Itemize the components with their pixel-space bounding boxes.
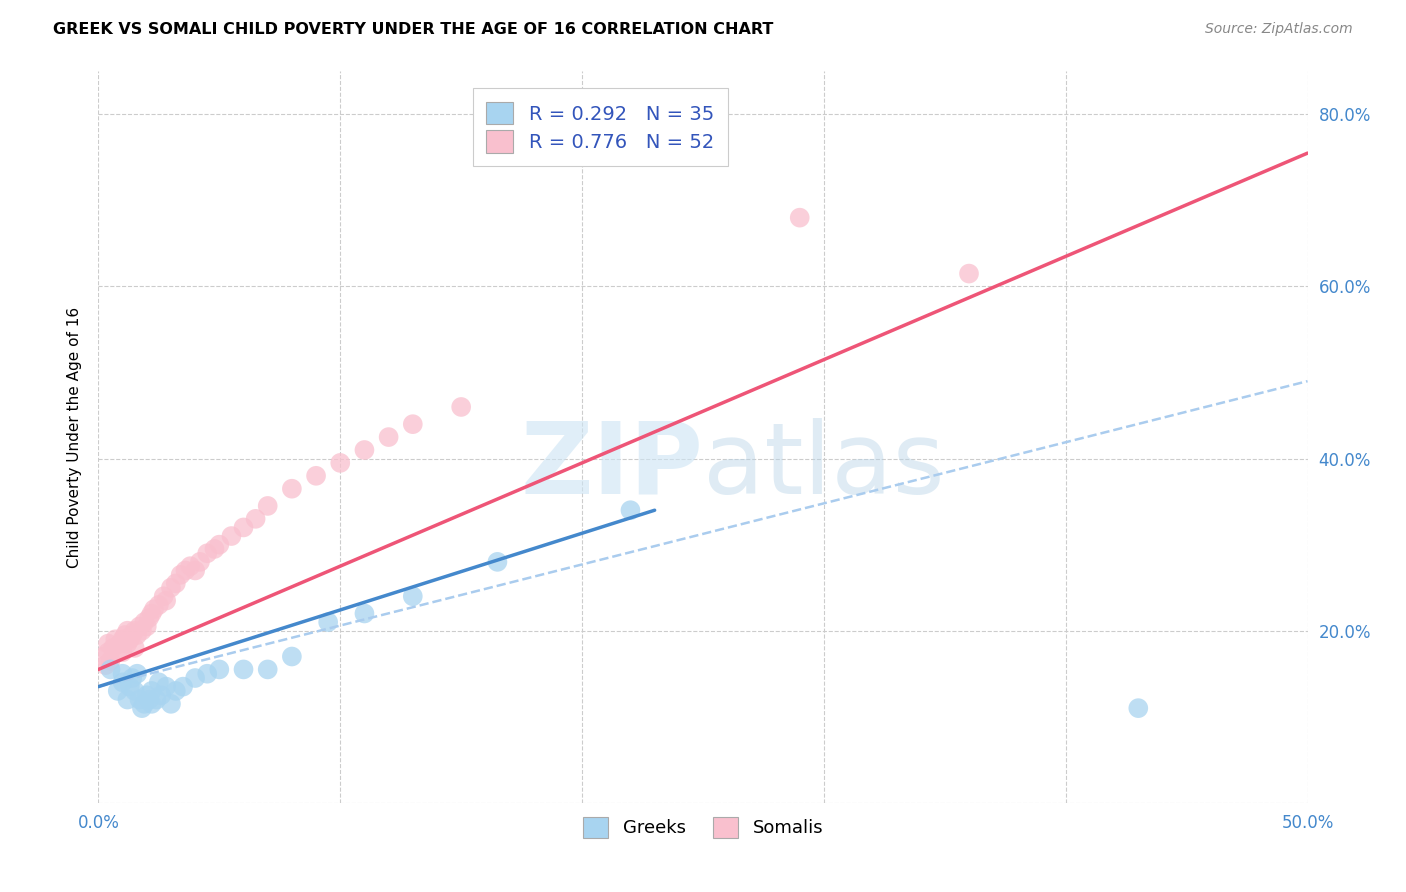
Point xyxy=(97,637,120,651)
Point xyxy=(208,538,231,552)
Point xyxy=(256,662,278,676)
Point xyxy=(131,701,153,715)
Point xyxy=(232,662,254,676)
Point xyxy=(107,684,129,698)
Point xyxy=(117,692,139,706)
Point xyxy=(152,589,174,603)
Point xyxy=(134,697,156,711)
Point xyxy=(135,688,157,702)
Point xyxy=(316,615,339,629)
Point xyxy=(127,628,149,642)
Point xyxy=(111,645,134,659)
Point xyxy=(165,576,187,591)
Point xyxy=(143,602,166,616)
Point xyxy=(127,666,149,681)
Point xyxy=(184,564,207,578)
Point xyxy=(128,619,150,633)
Point xyxy=(148,598,170,612)
Point xyxy=(121,671,143,685)
Point xyxy=(100,654,122,668)
Point xyxy=(195,666,218,681)
Point xyxy=(111,632,134,647)
Point xyxy=(145,692,167,706)
Point xyxy=(160,697,183,711)
Point xyxy=(204,541,226,556)
Point xyxy=(111,675,134,690)
Point xyxy=(124,640,146,655)
Point xyxy=(165,684,187,698)
Point xyxy=(619,503,641,517)
Text: atlas: atlas xyxy=(703,417,945,515)
Point xyxy=(174,564,197,578)
Point xyxy=(150,688,173,702)
Point xyxy=(184,671,207,685)
Point xyxy=(155,680,177,694)
Point xyxy=(141,684,163,698)
Legend: Greeks, Somalis: Greeks, Somalis xyxy=(572,806,834,848)
Point xyxy=(114,628,136,642)
Point xyxy=(172,680,194,694)
Point xyxy=(121,628,143,642)
Point xyxy=(141,697,163,711)
Point xyxy=(138,611,160,625)
Point xyxy=(104,632,127,647)
Point xyxy=(124,684,146,698)
Point xyxy=(353,442,375,457)
Point xyxy=(281,482,304,496)
Text: ZIP: ZIP xyxy=(520,417,703,515)
Point xyxy=(118,632,141,647)
Point xyxy=(188,555,211,569)
Point xyxy=(91,649,114,664)
Point xyxy=(169,567,191,582)
Point xyxy=(128,692,150,706)
Point xyxy=(957,267,980,281)
Point xyxy=(111,666,134,681)
Point xyxy=(402,417,425,432)
Point xyxy=(135,619,157,633)
Point xyxy=(179,559,201,574)
Point xyxy=(402,589,425,603)
Y-axis label: Child Poverty Under the Age of 16: Child Poverty Under the Age of 16 xyxy=(66,307,82,567)
Point xyxy=(232,520,254,534)
Point xyxy=(108,637,131,651)
Point xyxy=(107,645,129,659)
Point xyxy=(94,658,117,673)
Point xyxy=(138,692,160,706)
Point xyxy=(131,624,153,638)
Point xyxy=(245,512,267,526)
Point xyxy=(1128,701,1150,715)
Point xyxy=(486,555,509,569)
Point xyxy=(134,615,156,629)
Point xyxy=(100,662,122,676)
Point xyxy=(281,649,304,664)
Point xyxy=(305,468,328,483)
Point xyxy=(353,607,375,621)
Point xyxy=(148,675,170,690)
Point xyxy=(160,581,183,595)
Point xyxy=(117,624,139,638)
Point xyxy=(256,499,278,513)
Point xyxy=(155,593,177,607)
Point xyxy=(377,430,399,444)
Point xyxy=(117,637,139,651)
Point xyxy=(101,640,124,655)
Point xyxy=(208,662,231,676)
Point xyxy=(118,680,141,694)
Point xyxy=(124,624,146,638)
Point xyxy=(450,400,472,414)
Point xyxy=(195,546,218,560)
Point xyxy=(97,645,120,659)
Point xyxy=(141,607,163,621)
Point xyxy=(789,211,811,225)
Point xyxy=(221,529,243,543)
Text: GREEK VS SOMALI CHILD POVERTY UNDER THE AGE OF 16 CORRELATION CHART: GREEK VS SOMALI CHILD POVERTY UNDER THE … xyxy=(53,22,773,37)
Point xyxy=(329,456,352,470)
Text: Source: ZipAtlas.com: Source: ZipAtlas.com xyxy=(1205,22,1353,37)
